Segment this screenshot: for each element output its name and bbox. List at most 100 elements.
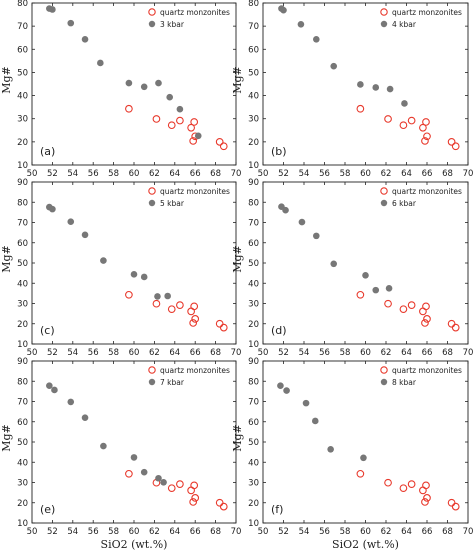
panel-label: (a) — [40, 145, 55, 158]
y-tick-label: 20 — [248, 138, 259, 148]
model-point — [155, 79, 162, 87]
y-tick-label: 80 — [17, 198, 28, 208]
y-tick-label: 20 — [248, 320, 259, 330]
x-tick-label: 60 — [360, 169, 371, 179]
y-tick-label: 10 — [17, 340, 28, 350]
legend-label: quartz monzonites — [392, 187, 462, 196]
x-tick-label: 58 — [340, 169, 351, 179]
model-point — [160, 478, 167, 486]
sample-point — [167, 484, 176, 493]
x-tick-label: 56 — [319, 348, 330, 358]
sample-point — [423, 132, 431, 141]
x-tick-label: 52 — [47, 348, 58, 358]
sample-point — [189, 498, 198, 506]
plot-frame — [262, 360, 469, 524]
x-tick-label: 56 — [88, 169, 99, 179]
model-point — [277, 382, 284, 390]
model-point — [97, 59, 104, 67]
legend-label: 6 kbar — [392, 199, 417, 208]
sample-point — [215, 498, 224, 507]
y-tick-label: 90 — [17, 357, 28, 367]
legend-marker — [380, 378, 388, 386]
x-tick-label: 64 — [401, 169, 412, 179]
sample-point — [421, 137, 429, 145]
x-tick-label: 56 — [88, 348, 99, 358]
model-point — [67, 218, 75, 225]
sample-point — [152, 115, 161, 123]
sample-point — [451, 502, 460, 511]
x-tick-label: 54 — [67, 527, 78, 537]
x-tick-label: 66 — [190, 527, 201, 537]
panel-b: 50 52 54 56 58 60 62 64 66 68 70 10 20 30 40 50 60 70 80 Mg… — [231, 0, 473, 179]
sample-point — [407, 116, 416, 125]
legend-label: quartz monzonites — [392, 366, 462, 375]
legend-label: 3 kbar — [160, 20, 185, 29]
legend-marker — [380, 366, 388, 374]
model-point — [140, 468, 148, 476]
sample-point — [125, 469, 133, 478]
legend-marker — [148, 20, 156, 28]
y-tick-label: 60 — [17, 418, 28, 428]
x-tick-label: 58 — [340, 348, 351, 358]
y-tick-label: 10 — [17, 161, 28, 171]
model-point — [49, 205, 56, 213]
x-tick-label: 52 — [278, 348, 289, 358]
y-tick-label: 40 — [248, 458, 259, 468]
y-tick-label: 60 — [248, 45, 259, 55]
y-tick-label: 70 — [248, 22, 259, 32]
y-tick-label: 50 — [248, 438, 259, 448]
y-tick-label: 90 — [17, 178, 28, 188]
model-point — [362, 272, 369, 279]
legend-label: 7 kbar — [160, 378, 185, 387]
panel-f: 50 52 54 56 58 60 62 64 66 68 70 10 20 30 40 50 60 70 80 90… — [231, 357, 473, 550]
sample-point — [422, 481, 430, 490]
legend-marker — [380, 8, 388, 16]
model-point — [67, 398, 75, 406]
sample-point — [215, 138, 224, 146]
y-tick-label: 30 — [17, 300, 28, 310]
model-point — [313, 232, 320, 240]
x-tick-label: 60 — [129, 348, 140, 358]
x-tick-label: 70 — [463, 527, 474, 537]
y-tick-label: 70 — [248, 398, 259, 408]
model-point — [313, 36, 320, 43]
sample-point — [125, 104, 133, 113]
sample-point — [423, 315, 431, 323]
sample-point — [407, 301, 416, 309]
x-tick-label: 52 — [278, 169, 289, 179]
y-tick-label: 80 — [17, 377, 28, 387]
y-tick-label: 80 — [248, 377, 259, 387]
plot-frame — [262, 181, 469, 345]
sample-point — [421, 319, 429, 327]
sample-point — [419, 123, 427, 132]
sample-point — [399, 305, 408, 314]
x-tick-label: 66 — [422, 348, 433, 358]
y-tick-label: 40 — [17, 92, 28, 102]
legend-label: quartz monzonites — [160, 8, 230, 17]
legend-marker — [380, 20, 388, 28]
x-axis-title: SiO2 (wt.%) — [101, 538, 168, 550]
x-tick-label: 66 — [190, 348, 201, 358]
x-tick-label: 68 — [442, 348, 453, 358]
model-point — [130, 454, 138, 461]
x-tick-label: 52 — [278, 527, 289, 537]
x-tick-label: 70 — [463, 169, 474, 179]
y-tick-label: 60 — [17, 239, 28, 249]
sample-point — [176, 301, 184, 309]
x-tick-label: 68 — [442, 169, 453, 179]
panel-d: 50 52 54 56 58 60 62 64 66 68 70 10 20 30 40 50 60 70 80 90… — [231, 178, 473, 358]
model-point — [330, 62, 338, 70]
x-tick-label: 52 — [47, 169, 58, 179]
model-point — [140, 273, 148, 281]
sample-point — [423, 494, 431, 502]
model-point — [100, 442, 107, 450]
panel-e: 50 52 54 56 58 60 62 64 66 68 70 10 20 30 40 50 60 70 80 90… — [0, 357, 241, 550]
y-tick-label: 40 — [17, 458, 28, 468]
plot-frame — [31, 2, 237, 166]
model-point — [176, 105, 184, 113]
sample-point — [215, 319, 224, 328]
model-point — [164, 292, 171, 300]
x-tick-label: 64 — [401, 348, 412, 358]
plot-frame — [31, 360, 237, 524]
y-tick-label: 90 — [248, 357, 259, 367]
